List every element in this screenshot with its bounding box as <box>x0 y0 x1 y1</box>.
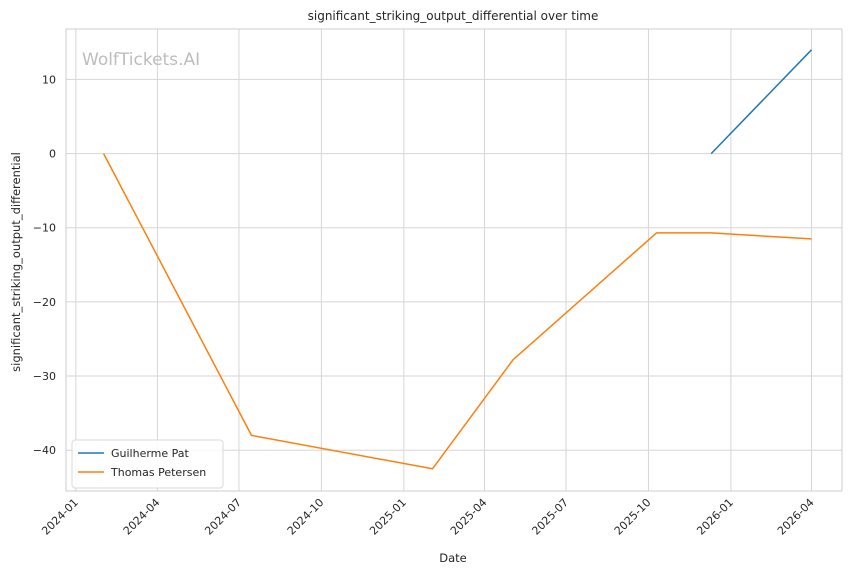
x-tick-label: 2025-10 <box>612 496 654 538</box>
grid <box>66 29 842 491</box>
y-tick-label: 10 <box>42 73 56 86</box>
x-tick-label: 2026-01 <box>694 496 736 538</box>
x-tick-label: 2024-07 <box>202 496 244 538</box>
y-tick-label: 0 <box>49 148 56 161</box>
watermark: WolfTickets.AI <box>82 50 200 70</box>
series-lines <box>102 49 813 470</box>
y-tick-label: −30 <box>33 370 56 383</box>
x-axis-label: Date <box>439 551 467 565</box>
legend: Guilherme Pat Thomas Petersen <box>71 439 224 489</box>
y-tick-label: −40 <box>33 444 56 457</box>
y-axis-ticks: 10 0 −10 −20 −30 −40 <box>33 73 56 457</box>
y-tick-label: −20 <box>33 296 56 309</box>
x-tick-label: 2025-07 <box>529 496 571 538</box>
x-axis-ticks: 2024-01 2024-04 2024-07 2024-10 2025-01 2025-… <box>39 496 816 538</box>
x-tick-label: 2024-10 <box>285 496 327 538</box>
series-line-1 <box>102 153 812 470</box>
x-tick-label: 2024-01 <box>39 496 81 538</box>
legend-label: Guilherme Pat <box>111 447 190 460</box>
plot-frame <box>65 28 843 492</box>
x-tick-label: 2024-04 <box>121 496 163 538</box>
y-tick-label: −10 <box>33 222 56 235</box>
x-tick-label: 2025-01 <box>367 496 409 538</box>
legend-box <box>71 439 224 489</box>
y-axis-label: significant_striking_output_differential <box>9 152 23 372</box>
x-tick-label: 2026-04 <box>775 496 817 538</box>
x-tick-label: 2025-04 <box>448 496 490 538</box>
chart-title: significant_striking_output_differential… <box>308 9 599 23</box>
legend-label: Thomas Petersen <box>110 466 206 479</box>
series-line-0 <box>710 49 813 155</box>
